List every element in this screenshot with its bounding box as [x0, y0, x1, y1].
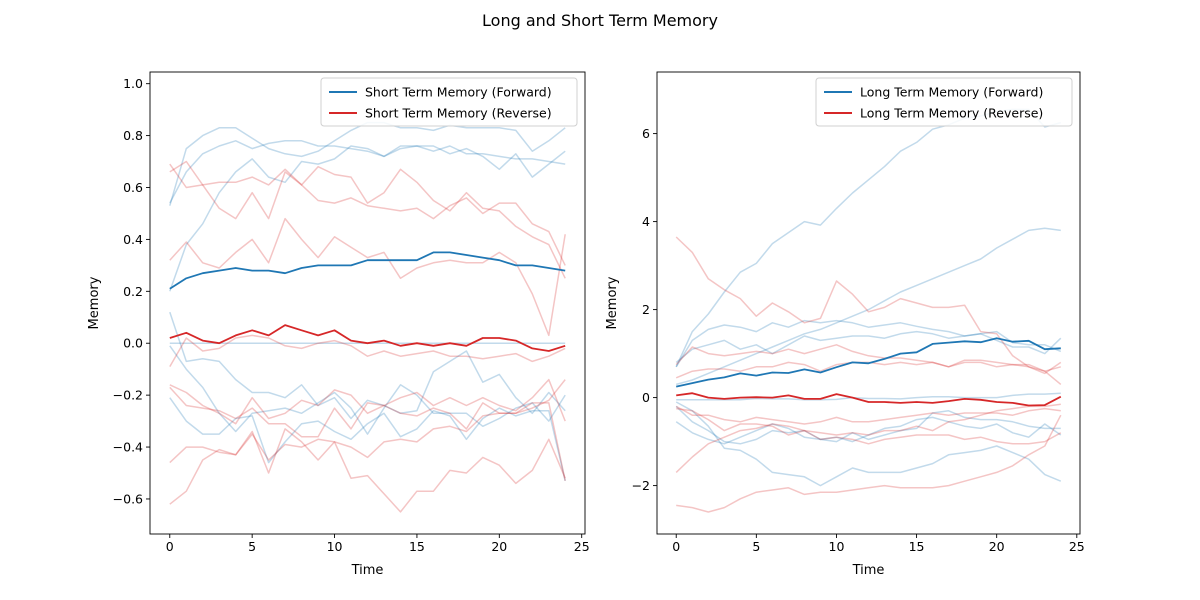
faint-line-forward-7 — [675, 401, 1062, 487]
faint-line-forward-1 — [169, 140, 566, 204]
x-axis-label: Time — [351, 563, 384, 578]
series-line-forward — [169, 251, 566, 290]
faint-line-forward-3 — [675, 330, 1062, 363]
faint-line-forward-5 — [169, 397, 566, 481]
y-tick-label: −0.4 — [113, 440, 143, 455]
faint-line-reverse-13 — [169, 428, 566, 513]
y-tick-label: 6 — [642, 126, 650, 141]
faint-line-reverse-8 — [675, 236, 1062, 375]
x-tick-label: 10 — [327, 539, 343, 554]
y-tick-label: −0.6 — [113, 491, 143, 506]
legend-label-forward: Short Term Memory (Forward) — [365, 85, 552, 100]
series-line-forward — [676, 337, 1061, 388]
faint-line-forward-4 — [676, 392, 1061, 401]
plot-area — [675, 108, 1062, 513]
x-tick-label: 25 — [1069, 539, 1085, 554]
y-tick-label: 1.0 — [123, 76, 143, 91]
y-tick-label: 0.4 — [123, 232, 143, 247]
y-tick-label: 0.0 — [123, 336, 143, 351]
axes-frame — [149, 71, 586, 535]
y-tick-label: −0.2 — [113, 388, 143, 403]
legend: Long Term Memory (Forward) Long Term Memo… — [815, 77, 1073, 127]
chart-long-term-memory: 0 5 10 15 20 25 −2 0 2 4 6 Time Memory Long Term Memo… — [605, 71, 1085, 578]
faint-line-reverse-12 — [676, 407, 1062, 445]
x-tick-label: 0 — [166, 539, 174, 554]
legend-label-reverse: Short Term Memory (Reverse) — [365, 106, 552, 121]
series-line-reverse — [676, 392, 1062, 407]
y-axis-label: Memory — [605, 276, 620, 329]
faint-line-forward-0 — [169, 121, 566, 206]
faint-line-forward-2 — [169, 145, 566, 292]
faint-line-reverse-7 — [169, 163, 566, 279]
axes-frame — [656, 71, 1081, 535]
plot-area — [169, 121, 566, 513]
x-tick-label: 5 — [248, 539, 256, 554]
faint-line-forward-0 — [675, 108, 1061, 368]
faint-line-reverse-13 — [675, 403, 1061, 473]
x-tick-label: 5 — [752, 539, 760, 554]
series-line-reverse — [169, 324, 566, 352]
x-tick-label: 0 — [672, 539, 680, 554]
chart-short-term-memory: 0 5 10 15 20 25 −0.6 −0.4 −0.2 0.0 0.2 0.4 0.6 0.8 1.0… — [87, 71, 590, 578]
faint-line-reverse-10 — [169, 334, 566, 367]
y-tick-label: 0 — [642, 390, 650, 405]
faint-line-reverse-14 — [169, 379, 566, 505]
legend-label-reverse: Long Term Memory (Reverse) — [860, 106, 1043, 121]
y-axis-label: Memory — [87, 276, 102, 329]
y-tick-label: 4 — [642, 214, 650, 229]
legend-label-forward: Long Term Memory (Forward) — [860, 85, 1043, 100]
x-tick-label: 10 — [829, 539, 845, 554]
faint-line-reverse-11 — [169, 378, 566, 425]
faint-line-reverse-9 — [169, 217, 566, 337]
x-tick-label: 15 — [909, 539, 925, 554]
y-tick-label: 2 — [642, 302, 650, 317]
x-tick-label: 20 — [491, 539, 507, 554]
y-tick-label: 0.2 — [123, 284, 143, 299]
faint-line-forward-6 — [675, 405, 1061, 445]
faint-line-reverse-14 — [676, 414, 1062, 513]
faint-line-forward-5 — [675, 416, 1062, 445]
faint-line-forward-1 — [676, 227, 1061, 386]
x-tick-label: 25 — [574, 539, 590, 554]
faint-line-reverse-12 — [169, 386, 566, 481]
legend-box — [815, 77, 1073, 127]
faint-line-reverse-11 — [675, 405, 1061, 425]
faint-line-reverse-8 — [169, 160, 566, 266]
y-tick-label: 0.6 — [123, 180, 143, 195]
x-tick-label: 20 — [989, 539, 1005, 554]
x-axis-label: Time — [852, 563, 885, 578]
faint-line-reverse-9 — [675, 344, 1062, 385]
faint-line-forward-2 — [675, 319, 1062, 368]
figure-title: Long and Short Term Memory — [482, 11, 718, 30]
y-tick-label: −2 — [632, 478, 650, 493]
faint-line-forward-4 — [169, 345, 566, 435]
y-tick-label: 0.8 — [123, 128, 143, 143]
legend: Short Term Memory (Forward) Short Term Me… — [320, 77, 578, 127]
legend-box — [320, 77, 578, 127]
x-tick-label: 15 — [409, 539, 425, 554]
faint-line-forward-3 — [169, 311, 566, 420]
